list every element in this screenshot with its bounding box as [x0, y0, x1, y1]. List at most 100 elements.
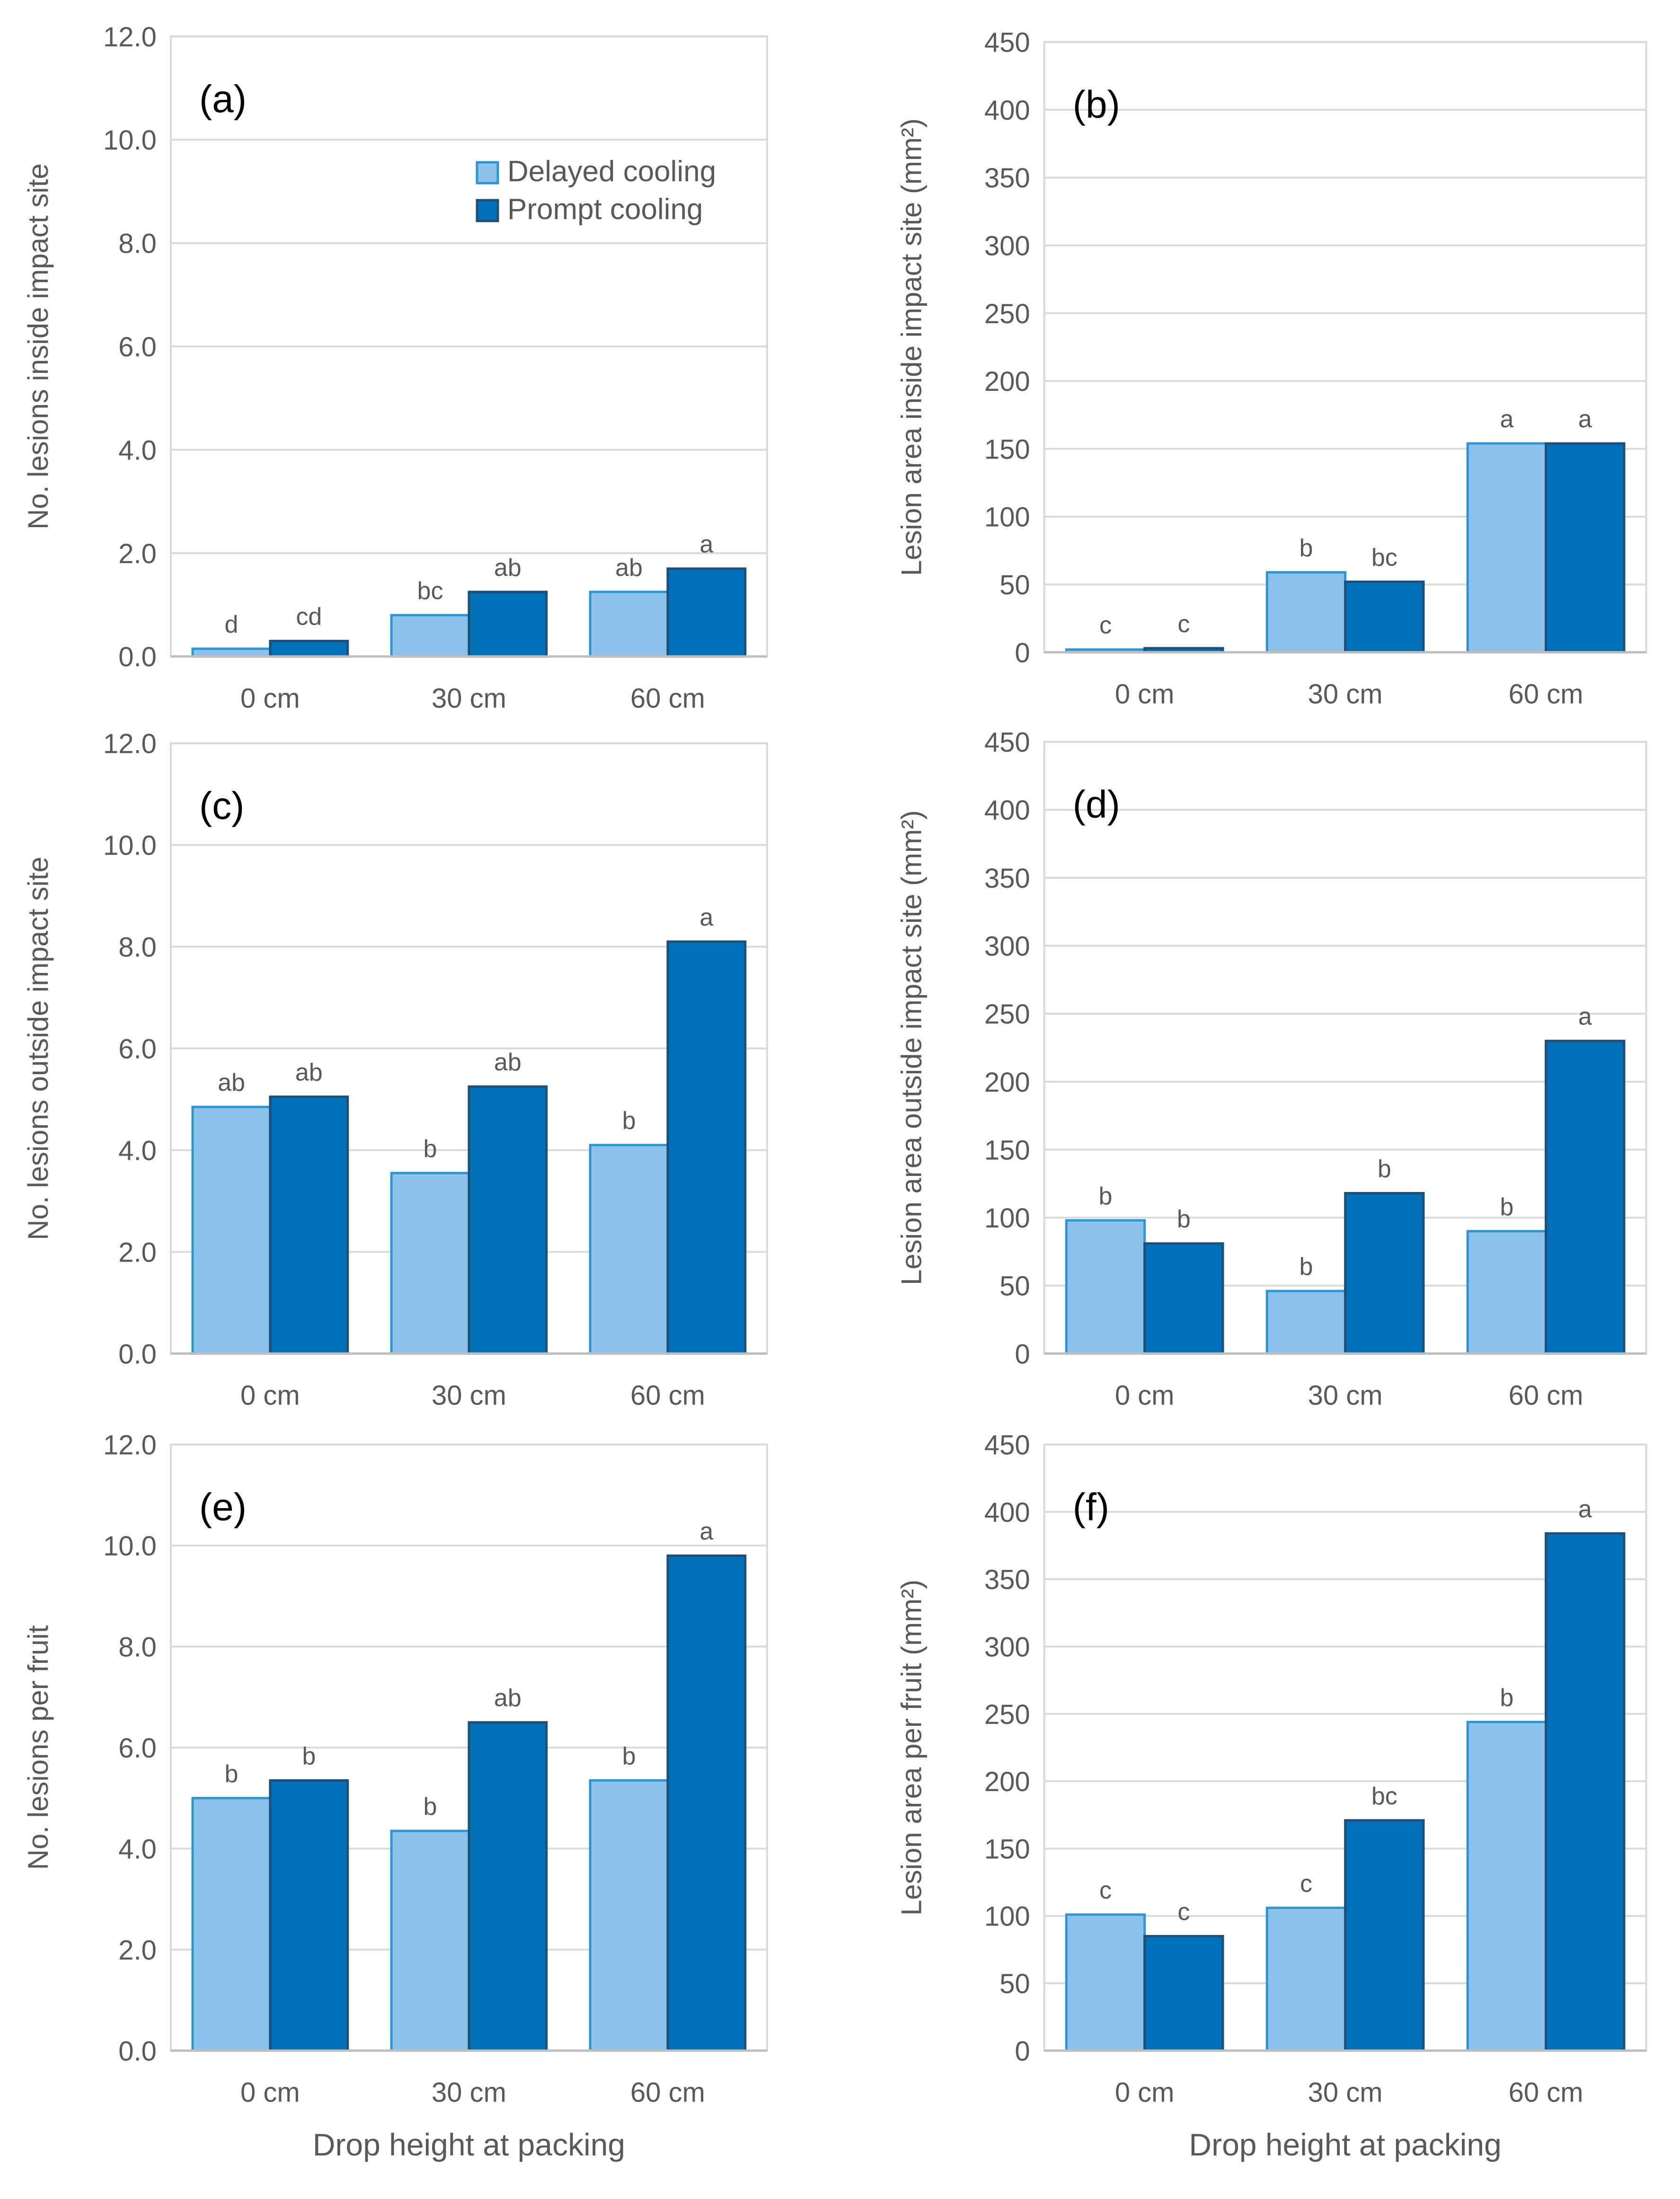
y-tick-label: 400 [984, 95, 1030, 126]
bar-delayed-1 [390, 1172, 470, 1355]
bar-prompt-1 [1344, 1819, 1425, 2052]
y-tick-label: 0 [1015, 2036, 1030, 2067]
y-axis-label: No. lesions outside impact site [22, 857, 54, 1240]
bar-delayed-0 [1065, 1219, 1146, 1355]
y-tick-label: 250 [984, 999, 1030, 1030]
y-tick-label: 300 [984, 931, 1030, 962]
panel-label: (f) [1073, 1486, 1109, 1529]
significance-label: b [1300, 534, 1313, 562]
y-tick-label: 250 [984, 299, 1030, 329]
y-axis-label: No. lesions per fruit [22, 1625, 54, 1870]
significance-label: a [699, 904, 713, 931]
x-tick-label: 30 cm [1308, 679, 1383, 709]
significance-label: b [1500, 1193, 1513, 1221]
significance-label: b [424, 1135, 437, 1163]
significance-label: b [1300, 1253, 1313, 1281]
chart-e: 0.0 2.0 4.0 6.0 8.0 10.0 12.0 b b b b ab a 0 cm 30 cm 6… [22, 1430, 768, 2162]
x-tick-label: 30 cm [432, 2077, 506, 2108]
bar-delayed-0 [191, 1105, 272, 1355]
significance-label: ab [494, 554, 522, 582]
y-tick-label: 0 [1015, 637, 1030, 668]
legend-swatch-delayed [476, 161, 499, 185]
x-tick-label: 30 cm [1308, 1380, 1383, 1411]
y-tick-label: 8.0 [118, 1632, 157, 1662]
significance-label: cd [296, 603, 322, 631]
significance-label: a [699, 1518, 713, 1545]
y-tick-label: 300 [984, 1632, 1030, 1662]
y-tick-label: 150 [984, 434, 1030, 465]
y-tick-label: 450 [984, 27, 1030, 58]
bar-prompt-1 [468, 1721, 548, 2052]
bar-prompt-0 [269, 640, 349, 658]
y-tick-label: 100 [984, 502, 1030, 533]
significance-label: c [1177, 1899, 1190, 1926]
y-tick-label: 12.0 [103, 729, 157, 759]
y-tick-label: 10.0 [103, 1531, 157, 1562]
significance-label: c [1177, 610, 1190, 638]
y-axis-label: No. lesions inside impact site [22, 163, 54, 530]
bar-prompt-2 [1545, 1040, 1626, 1355]
bar-delayed-2 [589, 1779, 669, 2052]
significance-label: bc [1371, 544, 1397, 571]
x-tick-label: 0 cm [1115, 679, 1175, 709]
chart-c: 0.0 2.0 4.0 6.0 8.0 10.0 12.0 ab b b ab ab a 0 cm 30 c… [22, 729, 768, 1411]
y-tick-label: 300 [984, 231, 1030, 262]
bar-prompt-1 [468, 1085, 548, 1355]
y-tick-label: 0.0 [118, 1339, 157, 1369]
bar-prompt-2 [666, 1554, 747, 2052]
panel-label: (e) [199, 1486, 247, 1529]
bar-delayed-2 [1466, 1721, 1547, 2052]
y-tick-label: 450 [984, 727, 1030, 758]
legend-swatch-prompt [476, 199, 499, 222]
y-tick-label: 350 [984, 863, 1030, 894]
bar-delayed-1 [390, 1829, 470, 2052]
bar-delayed-1 [390, 614, 470, 658]
y-tick-label: 8.0 [118, 932, 157, 963]
y-axis-label: Lesion area inside impact site (mm²) [896, 118, 928, 576]
y-tick-label: 100 [984, 1901, 1030, 1932]
x-tick-label: 60 cm [630, 683, 705, 714]
panel-label: (d) [1073, 783, 1120, 826]
significance-label: ab [218, 1069, 245, 1096]
y-tick-label: 10.0 [103, 830, 157, 861]
bar-prompt-0 [269, 1779, 349, 2052]
y-tick-label: 6.0 [118, 332, 157, 362]
y-tick-label: 200 [984, 1766, 1030, 1797]
y-tick-label: 150 [984, 1834, 1030, 1864]
y-tick-label: 4.0 [118, 1135, 157, 1166]
chart-b: 0 50 100 150 200 250 300 350 400 450 c b a c bc a 0 cm 30… [896, 27, 1647, 709]
significance-label: b [1177, 1206, 1191, 1233]
bar-prompt-1 [1344, 580, 1425, 654]
bar-delayed-1 [1265, 571, 1347, 654]
y-tick-label: 12.0 [103, 22, 157, 53]
significance-label: ab [494, 1049, 522, 1076]
x-tick-label: 60 cm [630, 1380, 705, 1411]
bar-prompt-0 [1143, 1935, 1224, 2052]
bar-prompt-0 [269, 1095, 349, 1355]
y-tick-label: 0.0 [118, 642, 157, 672]
bar-delayed-2 [589, 591, 669, 658]
y-tick-label: 200 [984, 366, 1030, 397]
significance-label: b [622, 1742, 636, 1770]
chart-d: 0 50 100 150 200 250 300 350 400 450 b b b b b a 0 cm 30 … [896, 727, 1647, 1411]
significance-label: b [225, 1760, 239, 1788]
y-tick-label: 10.0 [103, 125, 157, 156]
y-tick-label: 150 [984, 1135, 1030, 1166]
y-tick-label: 2.0 [118, 539, 157, 569]
bar-prompt-1 [468, 591, 548, 658]
significance-label: b [622, 1107, 636, 1135]
y-tick-label: 8.0 [118, 229, 157, 259]
bar-prompt-2 [666, 567, 747, 658]
significance-label: d [225, 611, 239, 638]
x-tick-label: 0 cm [1115, 1380, 1175, 1411]
y-tick-label: 50 [999, 570, 1030, 601]
y-tick-label: 50 [999, 1271, 1030, 1302]
significance-label: b [1378, 1155, 1391, 1183]
y-tick-label: 6.0 [118, 1733, 157, 1764]
y-tick-label: 12.0 [103, 1430, 157, 1461]
y-tick-label: 250 [984, 1699, 1030, 1730]
significance-label: bc [417, 577, 443, 605]
bar-prompt-2 [1545, 442, 1626, 654]
bar-delayed-2 [1466, 1230, 1547, 1355]
